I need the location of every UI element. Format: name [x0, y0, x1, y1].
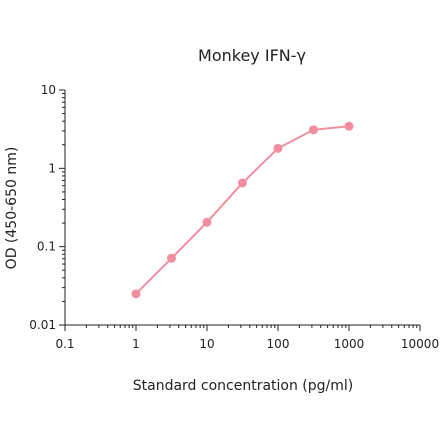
data-point: [131, 289, 141, 299]
x-tick-label: 1000: [334, 337, 365, 351]
chart-title: Monkey IFN-γ: [198, 46, 306, 65]
y-tick-label: 0.01: [29, 318, 56, 332]
x-axis-label: Standard concentration (pg/ml): [133, 378, 354, 394]
data-point: [273, 143, 283, 153]
x-tick-label: 10000: [401, 337, 439, 351]
y-tick-label: 1: [48, 161, 56, 175]
x-tick-label: 100: [267, 337, 290, 351]
data-point: [308, 125, 318, 135]
x-tick-label: 10: [199, 337, 214, 351]
series-line: [135, 125, 350, 295]
y-axis-label: OD (450-650 nm): [4, 147, 20, 270]
y-tick-label: 10: [41, 83, 56, 97]
data-point: [344, 121, 354, 131]
plot-area: [131, 121, 354, 299]
x-tick-label: 1: [132, 337, 140, 351]
data-point: [237, 178, 247, 188]
y-tick-label: 0.1: [37, 240, 56, 254]
data-point: [166, 253, 176, 263]
x-tick-label: 0.1: [55, 337, 74, 351]
axis-ticks: 0.1 1 10 100 1000 10000 0.01 0.1 1 10: [29, 83, 439, 351]
data-point: [202, 217, 212, 227]
